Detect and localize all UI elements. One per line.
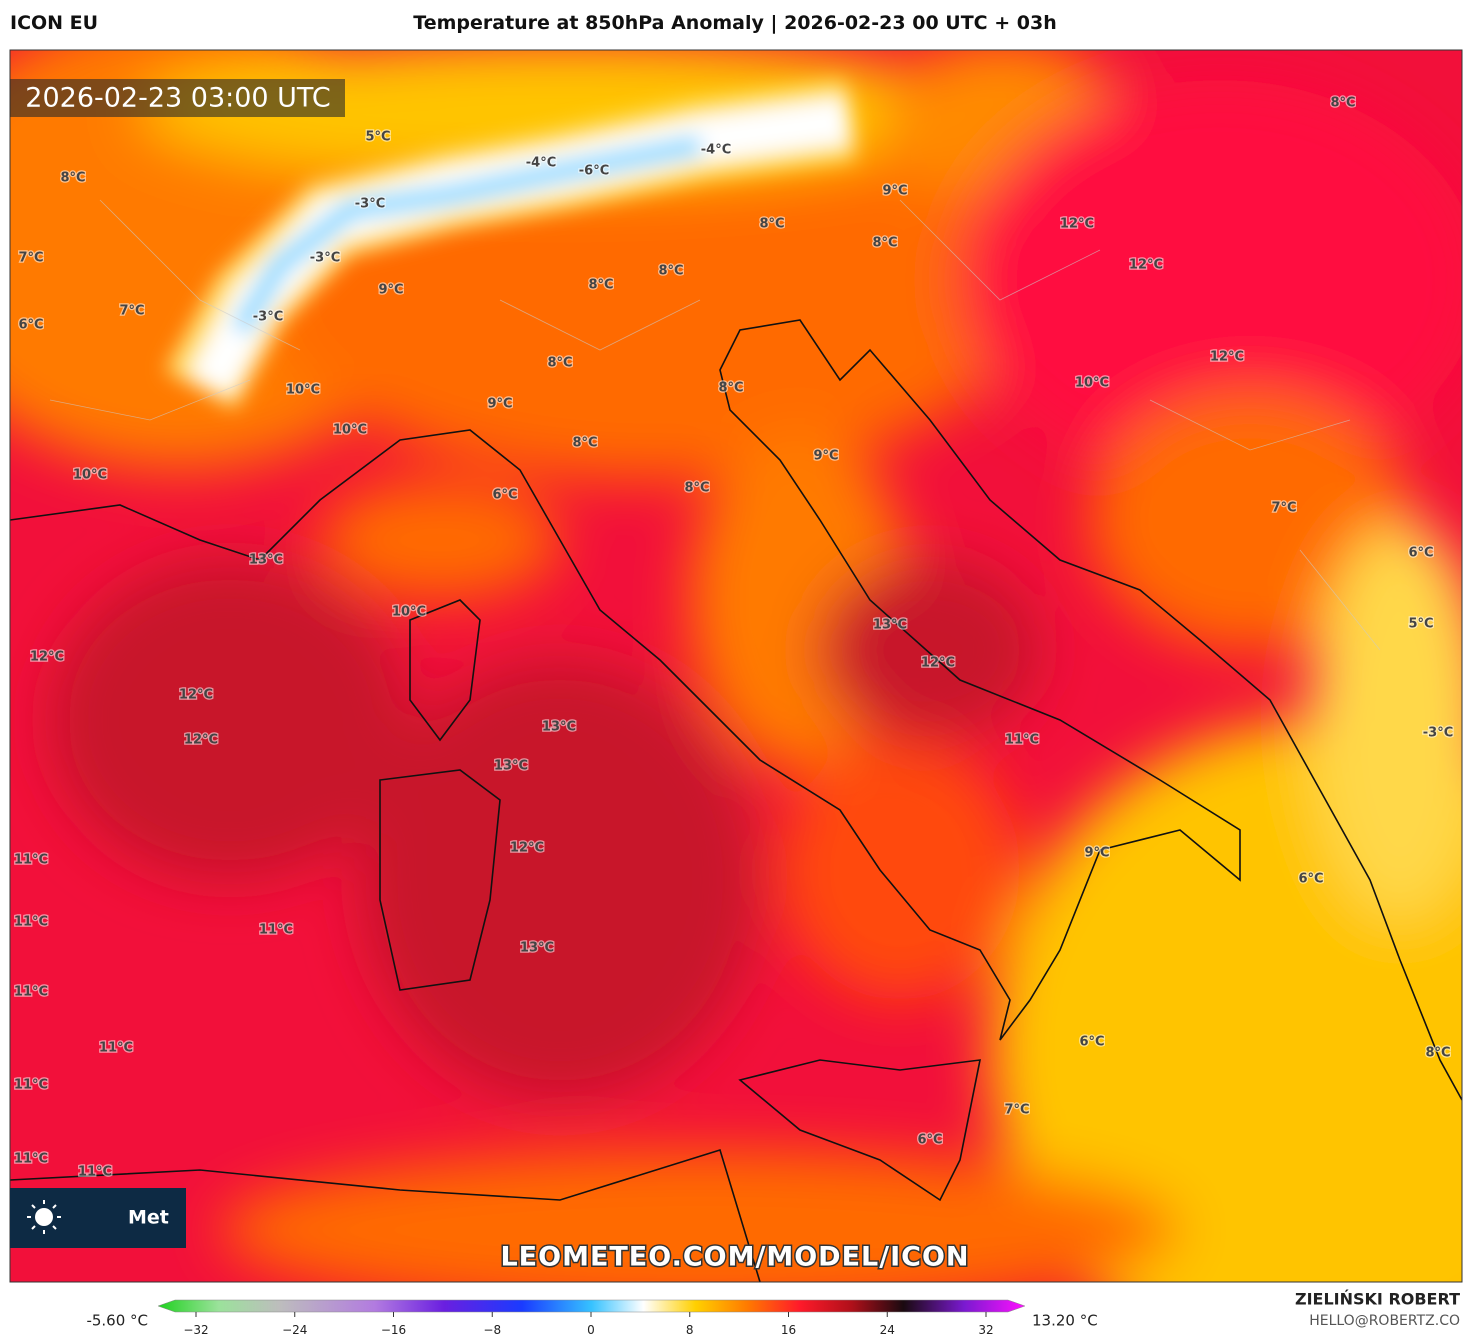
colorbar-tick-label: 16 [781,1323,796,1337]
temp-label: 13°C [542,720,576,735]
temp-label: -4°C [526,156,556,171]
temp-label: 5°C [1408,617,1433,632]
temp-label: 13°C [520,941,554,956]
temp-label: 12°C [1060,217,1094,232]
colorbar-min: -5.60 °C [86,1312,148,1330]
author: ZIELIŃSKI ROBERT [1295,1290,1460,1309]
temp-label: 7°C [18,251,43,266]
temp-label: 11°C [259,923,293,938]
temp-label: 8°C [572,436,597,451]
temp-label: 12°C [921,656,955,671]
colorbar-tick-label: 32 [978,1323,993,1337]
temp-label: 8°C [1330,96,1355,111]
colorbar-tick-label: −24 [282,1323,307,1337]
temp-label: 11°C [99,1041,133,1056]
temp-label: 11°C [14,915,48,930]
temp-label: 6°C [917,1133,942,1148]
map-field [10,50,1462,1282]
temp-label: 11°C [14,1078,48,1093]
temp-label: 5°C [365,130,390,145]
temp-label: 9°C [1084,846,1109,861]
colorbar-tick-label: −16 [381,1323,406,1337]
temp-label: -3°C [1423,726,1453,741]
temp-label: 11°C [1005,733,1039,748]
temp-label: 6°C [1298,872,1323,887]
temp-label: 9°C [882,184,907,199]
coastlines [10,319,1462,1282]
temp-label: 13°C [494,759,528,774]
temp-label: 9°C [378,283,403,298]
logo-text: Met [128,1207,169,1229]
temp-label: 8°C [759,217,784,232]
temp-label: 12°C [184,733,218,748]
temp-label: 10°C [392,605,426,620]
colorbar-max: 13.20 °C [1032,1312,1098,1330]
colorbar-tick-label: 24 [880,1323,895,1337]
temp-label: 13°C [249,553,283,568]
temp-label: 8°C [1425,1046,1450,1061]
temp-label: 10°C [286,383,320,398]
temp-label: 11°C [78,1165,112,1180]
temp-label: -3°C [253,310,283,325]
colorbar-tick-label: 8 [686,1323,694,1337]
model-name: ICON EU [10,12,99,34]
temp-label: 9°C [813,449,838,464]
temp-label: 8°C [684,481,709,496]
temp-label: 9°C [487,397,512,412]
temp-label: 8°C [60,171,85,186]
temp-label: 8°C [872,236,897,251]
map-title: Temperature at 850hPa Anomaly | 2026-02-… [413,12,1057,34]
temp-label: -4°C [701,143,731,158]
temp-label: 11°C [14,985,48,1000]
temp-label: -3°C [310,251,340,266]
colorbar [157,1299,1026,1313]
temp-label: 7°C [1271,501,1296,516]
temp-label: 6°C [1408,546,1433,561]
temp-label: -3°C [355,197,385,212]
timestamp: 2026-02-23 03:00 UTC [25,83,330,114]
temp-label: 13°C [873,618,907,633]
colorbar-tick-label: 0 [587,1323,595,1337]
email: HELLO@ROBERTZ.CO [1309,1313,1460,1329]
temp-label: 11°C [14,1152,48,1167]
temp-label: 8°C [658,264,683,279]
temp-label: 6°C [492,488,517,503]
temp-label: -6°C [579,164,609,179]
temp-label: 8°C [547,356,572,371]
temp-label: 11°C [14,853,48,868]
temp-label: 10°C [1075,376,1109,391]
temp-label: 12°C [1210,350,1244,365]
temp-label: 6°C [1079,1035,1104,1050]
colorbar-tick-label: −8 [483,1323,501,1337]
watermark: LEOMETEO.COM/MODEL/ICON [500,1242,969,1273]
temp-label: 10°C [73,468,107,483]
temp-label: 12°C [1129,258,1163,273]
temp-label: 12°C [510,841,544,856]
temp-label: 10°C [333,423,367,438]
temp-label: 8°C [718,381,743,396]
temp-label: 7°C [119,304,144,319]
temp-label: 7°C [1004,1103,1029,1118]
temp-label: 12°C [179,688,213,703]
temp-label: 6°C [18,318,43,333]
temp-label: 8°C [588,278,613,293]
colorbar-tick-label: −32 [183,1323,208,1337]
temp-label: 12°C [30,650,64,665]
